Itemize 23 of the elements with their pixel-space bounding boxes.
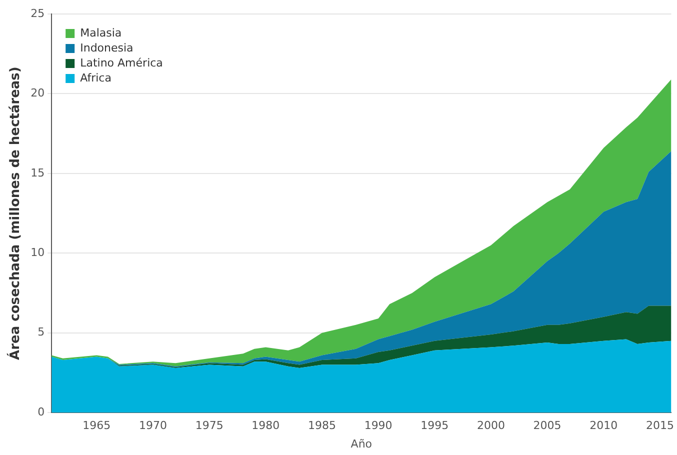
y-axis-title: Área cosechada (millones de hectáreas) [6, 66, 24, 360]
x-tick-label: 2010 [590, 419, 618, 432]
x-tick-label: 1975 [195, 419, 224, 432]
x-tick-label: 1990 [364, 419, 392, 432]
legend-label: Malasia [80, 26, 122, 40]
x-tick-label: 2015 [646, 419, 674, 432]
x-tick-label: 1995 [420, 419, 449, 432]
legend-label: Africa [80, 71, 112, 84]
y-tick-label: 20 [30, 86, 45, 100]
y-tick-label: 0 [38, 405, 45, 418]
x-tick-label: 2005 [533, 419, 562, 432]
x-tick-label: 1965 [82, 419, 111, 432]
x-tick-label: 1970 [138, 419, 167, 432]
legend-label: Indonesia [80, 41, 134, 54]
y-tick-label: 5 [38, 326, 45, 339]
x-tick-label: 1985 [308, 419, 336, 432]
y-tick-label: 10 [30, 246, 45, 260]
y-tick-label: 15 [30, 166, 45, 180]
x-tick-label: 1980 [252, 419, 280, 432]
legend-label: Latino América [80, 56, 163, 70]
x-tick-label: 2000 [476, 419, 505, 432]
x-axis-title: Año [350, 437, 372, 450]
y-tick-label: 25 [30, 6, 45, 20]
